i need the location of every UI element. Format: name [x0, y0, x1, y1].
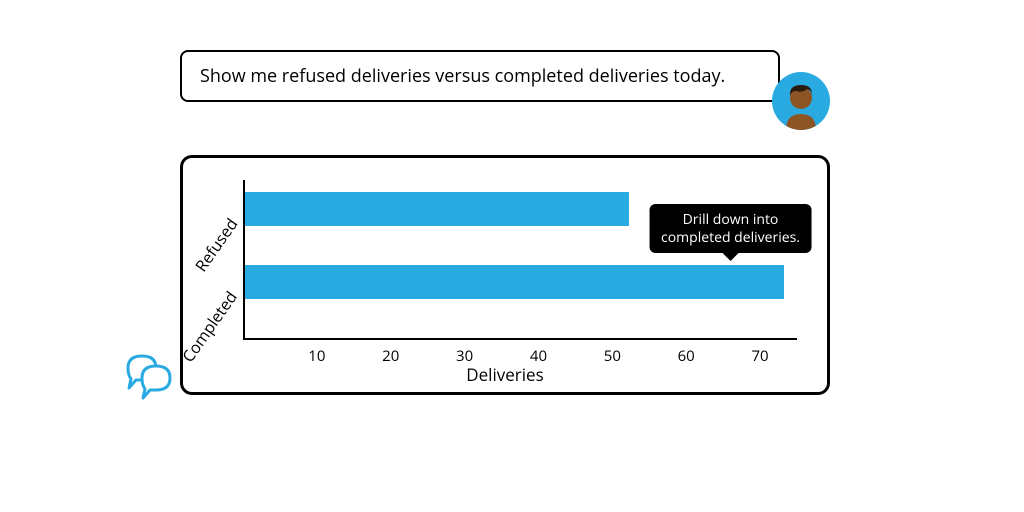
- bar-completed[interactable]: [245, 265, 784, 299]
- tooltip-line: Drill down into: [661, 211, 800, 229]
- drilldown-tooltip[interactable]: Drill down intocompleted deliveries.: [649, 204, 812, 253]
- person-icon: [772, 72, 830, 130]
- x-axis-label: Deliveries: [183, 363, 827, 386]
- bar-refused[interactable]: [245, 192, 629, 226]
- chart-panel: RefusedCompleted10203040506070Drill down…: [180, 155, 830, 395]
- query-text: Show me refused deliveries versus comple…: [200, 64, 725, 88]
- avatar: [772, 72, 830, 130]
- chart-plot-area: RefusedCompleted10203040506070Drill down…: [243, 180, 797, 340]
- category-label: Refused: [189, 213, 242, 275]
- chat-icon: [118, 348, 178, 408]
- category-label: Completed: [177, 287, 242, 367]
- query-bubble: Show me refused deliveries versus comple…: [180, 50, 780, 102]
- x-axis: [243, 338, 797, 340]
- tooltip-line: completed deliveries.: [661, 229, 800, 247]
